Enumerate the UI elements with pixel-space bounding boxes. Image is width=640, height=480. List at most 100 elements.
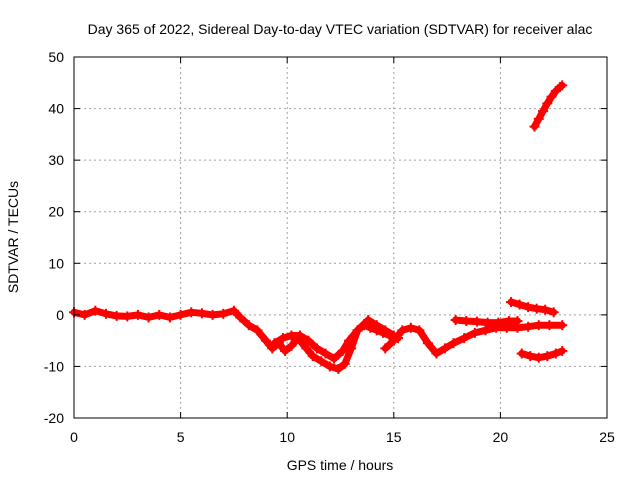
data-point xyxy=(480,325,491,336)
data-point xyxy=(132,309,143,320)
data-point xyxy=(469,327,480,338)
data-point xyxy=(243,320,254,331)
data-point xyxy=(388,335,399,346)
data-point xyxy=(544,320,555,331)
data-point xyxy=(461,316,472,327)
y-tick-label: 0 xyxy=(56,307,64,323)
data-point xyxy=(533,320,544,331)
y-tick-label: -10 xyxy=(44,358,64,374)
x-tick-label: 15 xyxy=(386,429,402,445)
data-point xyxy=(320,348,331,359)
data-point xyxy=(542,351,553,362)
plot-frame xyxy=(73,56,608,419)
data-point xyxy=(235,312,246,323)
data-point xyxy=(538,106,549,117)
data-point xyxy=(352,325,363,336)
axis-ticks: 0 5 10 15 20 25 -20 -10 0 10 20 30 40 50 xyxy=(44,49,615,445)
data-point xyxy=(531,303,542,314)
data-point xyxy=(79,309,90,320)
data-point xyxy=(414,325,425,336)
data-point xyxy=(100,308,111,319)
data-point xyxy=(111,310,122,321)
data-point xyxy=(555,81,566,92)
data-point xyxy=(269,338,280,349)
data-point xyxy=(529,121,540,132)
data-point xyxy=(431,348,442,359)
y-tick-label: 50 xyxy=(48,49,64,65)
data-point xyxy=(363,315,374,326)
data-point xyxy=(493,317,504,328)
data-point xyxy=(303,335,314,346)
data-point xyxy=(371,320,382,331)
data-layer xyxy=(69,80,568,375)
data-point xyxy=(380,343,391,354)
data-point xyxy=(557,320,568,331)
data-point xyxy=(380,325,391,336)
data-point xyxy=(164,312,175,323)
data-point xyxy=(512,316,523,327)
data-point xyxy=(280,345,291,356)
x-axis-label: GPS time / hours xyxy=(287,457,394,473)
data-point xyxy=(294,330,305,341)
data-point xyxy=(503,316,514,327)
data-point xyxy=(542,98,553,109)
data-point xyxy=(422,338,433,349)
data-point xyxy=(143,312,154,323)
y-tick-label: 40 xyxy=(48,101,64,117)
data-point xyxy=(405,322,416,333)
data-point xyxy=(122,311,133,322)
data-point xyxy=(324,361,335,372)
data-point xyxy=(260,335,271,346)
data-point xyxy=(540,304,551,315)
x-tick-label: 25 xyxy=(599,429,615,445)
data-point xyxy=(175,309,186,320)
data-point xyxy=(218,308,229,319)
data-point xyxy=(471,316,482,327)
data-point xyxy=(333,364,344,375)
data-point xyxy=(286,330,297,341)
data-point xyxy=(439,343,450,354)
data-point xyxy=(301,343,312,354)
y-tick-label: -20 xyxy=(44,410,64,426)
y-tick-label: 20 xyxy=(48,204,64,220)
chart-title: Day 365 of 2022, Sidereal Day-to-day VTE… xyxy=(88,21,593,37)
data-point xyxy=(337,345,348,356)
data-point xyxy=(548,307,559,318)
x-tick-label: 10 xyxy=(279,429,295,445)
data-point xyxy=(252,325,263,336)
data-point xyxy=(459,333,470,344)
data-point xyxy=(277,333,288,344)
data-point xyxy=(154,309,165,320)
data-point xyxy=(228,305,239,316)
data-point xyxy=(506,296,517,307)
data-point xyxy=(339,358,350,369)
data-point xyxy=(523,321,534,332)
data-point xyxy=(207,309,218,320)
data-point xyxy=(550,348,561,359)
data-point xyxy=(546,91,557,102)
data-point xyxy=(286,340,297,351)
data-point xyxy=(482,317,493,328)
data-point xyxy=(450,315,461,326)
data-point xyxy=(186,307,197,318)
data-point xyxy=(525,351,536,362)
data-point xyxy=(307,351,318,362)
data-point xyxy=(557,80,568,91)
data-point xyxy=(523,302,534,313)
x-tick-label: 20 xyxy=(493,429,509,445)
data-point xyxy=(533,113,544,124)
data-point xyxy=(316,356,327,367)
x-tick-label: 0 xyxy=(70,429,78,445)
y-axis-label: SDTVAR / TECUs xyxy=(5,181,21,293)
data-point xyxy=(90,305,101,316)
data-point xyxy=(448,338,459,349)
x-tick-label: 5 xyxy=(177,429,185,445)
y-tick-label: 10 xyxy=(48,255,64,271)
data-point xyxy=(329,353,340,364)
data-point xyxy=(533,352,544,363)
data-point xyxy=(312,343,323,354)
data-point xyxy=(557,345,568,356)
data-point xyxy=(196,308,207,319)
data-point xyxy=(516,348,527,359)
